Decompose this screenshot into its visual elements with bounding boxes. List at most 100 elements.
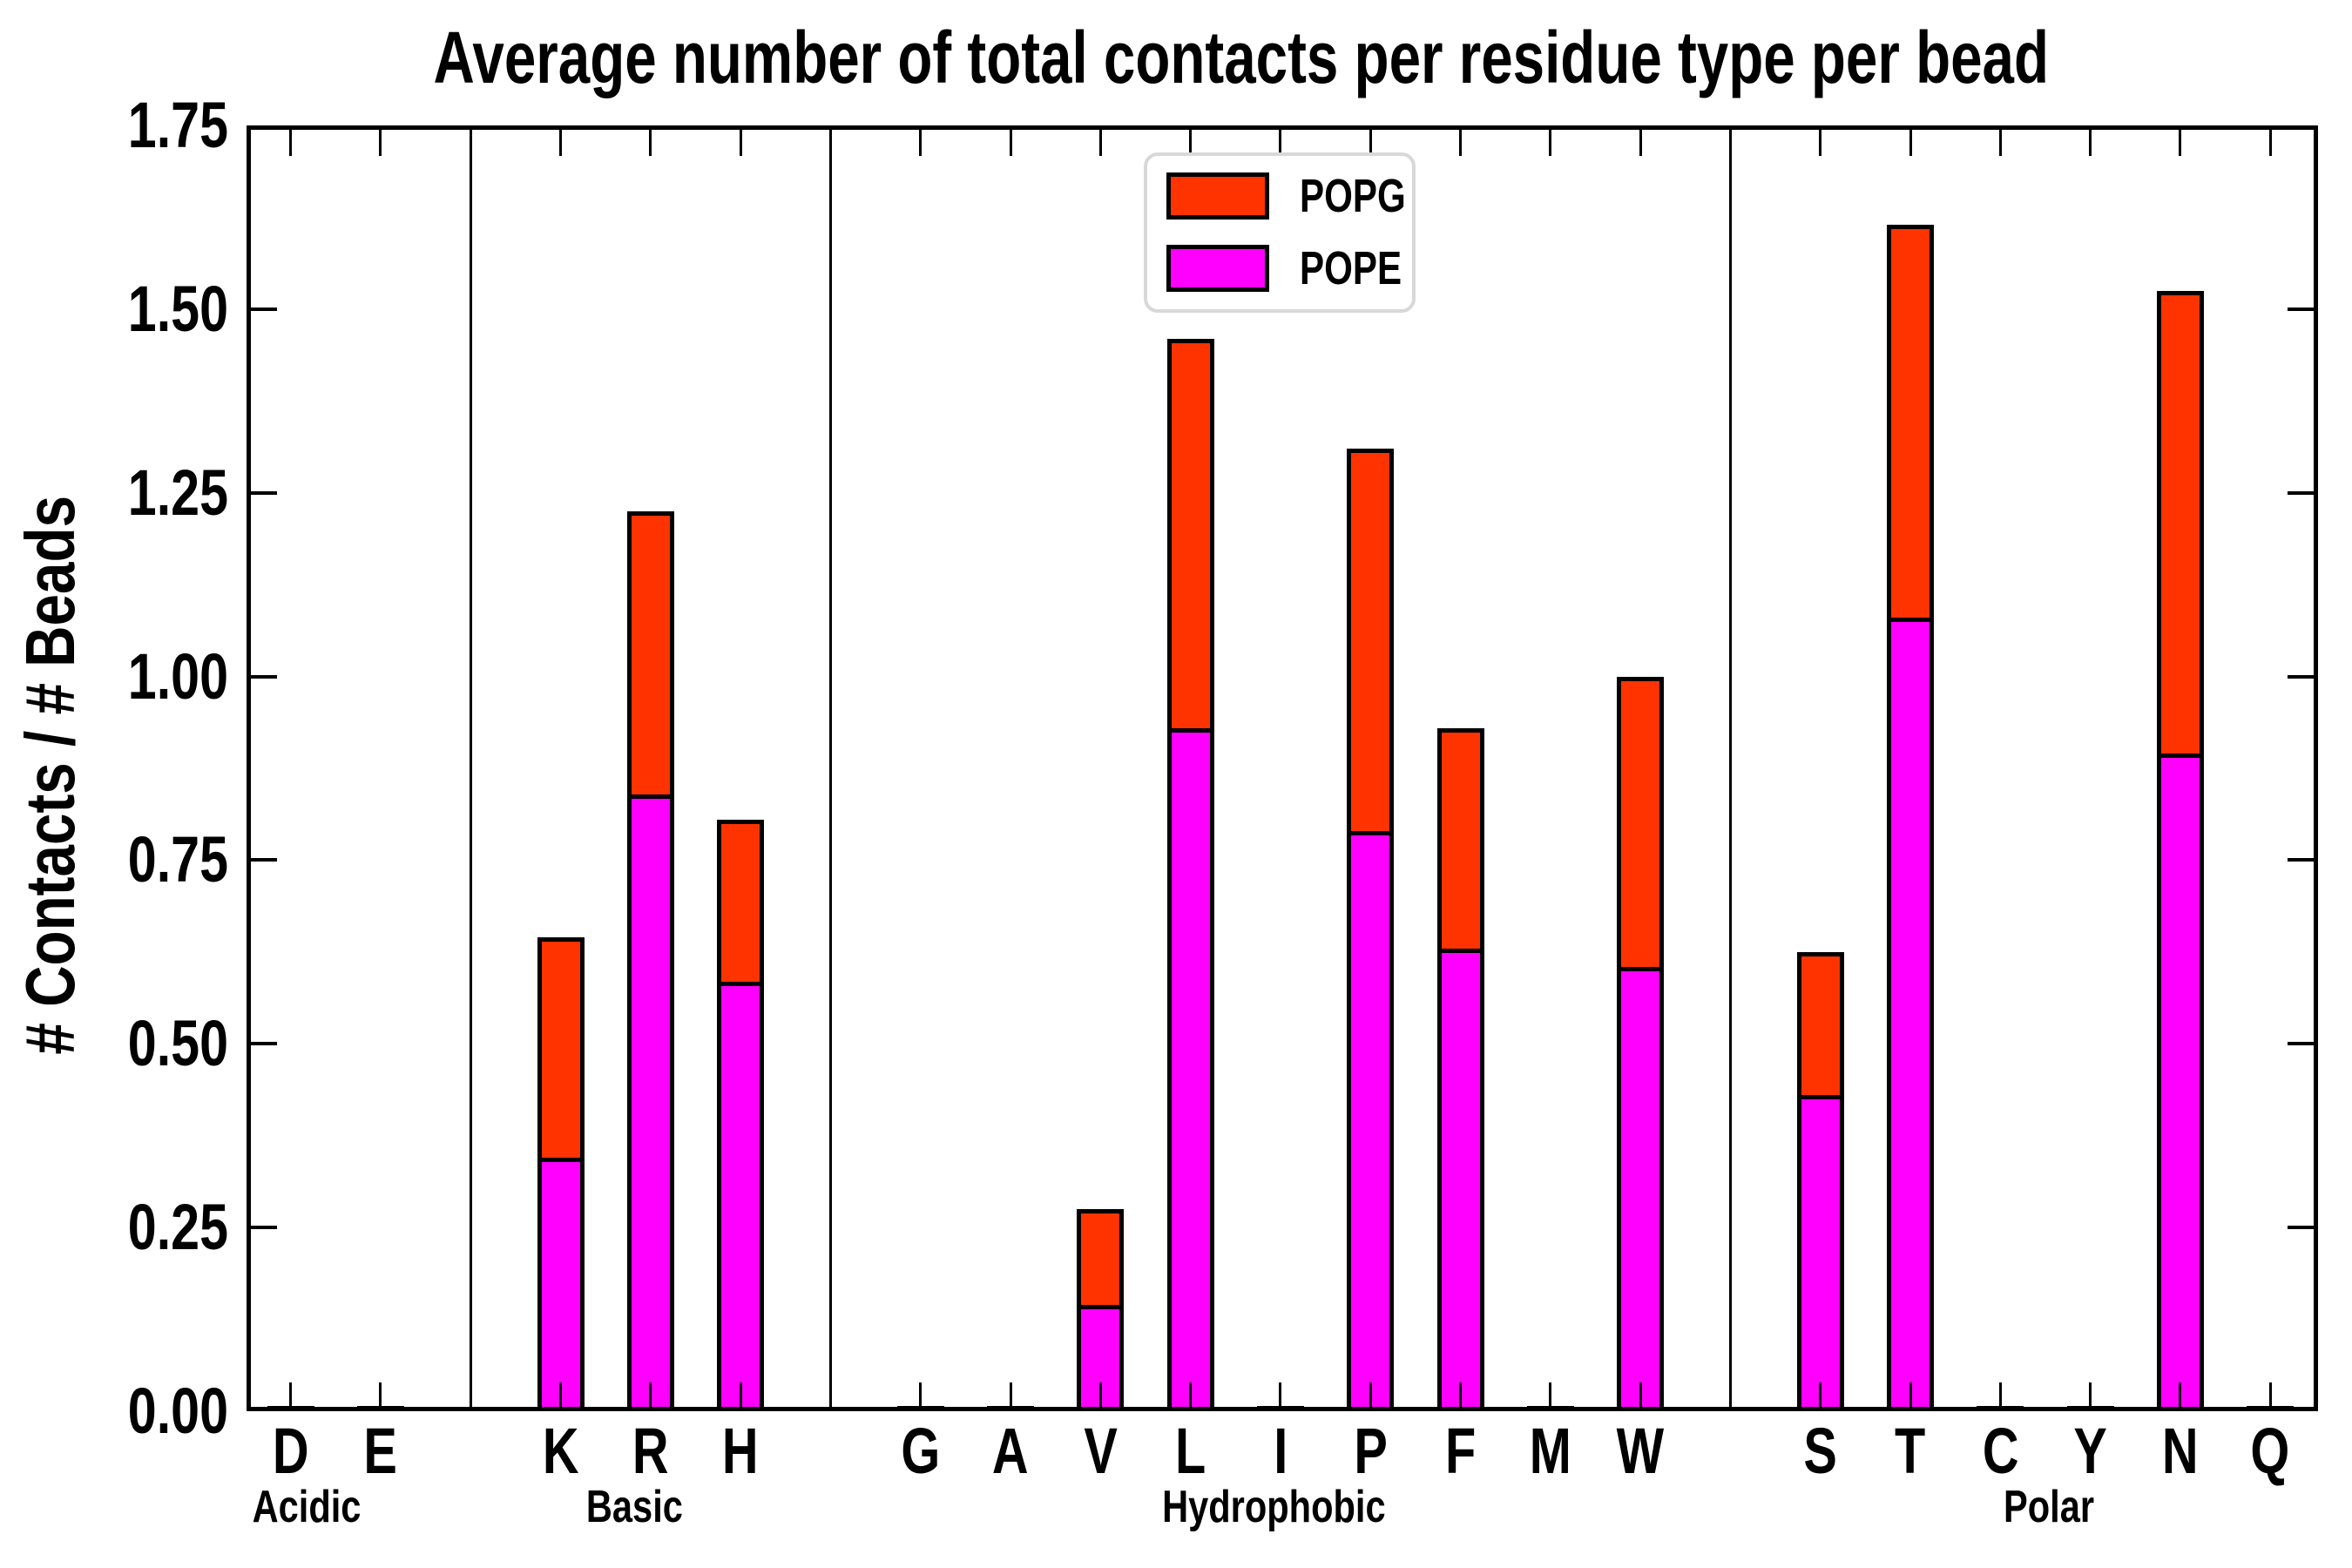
- group-label-text: Hydrophobic: [1161, 1482, 1386, 1532]
- x-tick-bottom-M: [1549, 1382, 1552, 1411]
- legend-label-popg-text: POPG: [1300, 170, 1406, 222]
- x-tick-bottom-P: [1369, 1382, 1372, 1411]
- x-tick-bottom-K: [559, 1382, 562, 1411]
- x-tick-label-G: G: [868, 1418, 973, 1484]
- x-tick-top-T: [1909, 130, 1912, 156]
- x-tick-top-N: [2179, 130, 2182, 156]
- x-tick-top-I: [1279, 130, 1282, 156]
- y-axis-label-text: # Contacts / # Beads: [11, 496, 89, 1055]
- bar-R-pope: [626, 794, 674, 1411]
- x-tick-label-T: T: [1858, 1418, 1963, 1484]
- y-tick-label-text: 0.50: [127, 1007, 228, 1080]
- y-tick-label-text: 0.75: [127, 823, 228, 896]
- x-tick-label-text: L: [1174, 1415, 1206, 1487]
- x-tick-top-S: [1819, 130, 1822, 156]
- y-tick-label-text: 1.00: [127, 639, 228, 713]
- bar-K-popg: [537, 936, 585, 1162]
- x-tick-bottom-V: [1098, 1382, 1102, 1411]
- y-tick-right: [2288, 307, 2314, 311]
- bar-K-pope: [537, 1158, 585, 1411]
- y-tick-left: [251, 490, 277, 495]
- x-tick-top-K: [559, 130, 562, 156]
- y-tick-right: [2288, 1042, 2314, 1046]
- x-tick-top-G: [919, 130, 923, 156]
- y-tick-label-text: 1.75: [127, 89, 228, 161]
- bar-W-pope: [1617, 966, 1665, 1411]
- group-label-text: Polar: [2003, 1482, 2095, 1532]
- bar-P-pope: [1347, 830, 1395, 1411]
- x-tick-label-text: R: [632, 1415, 669, 1487]
- bar-N-pope: [2156, 754, 2204, 1411]
- y-tick-label-1.75: 1.75: [0, 90, 228, 161]
- chart-title-text: Average number of total contacts per res…: [433, 17, 2050, 98]
- x-tick-label-N: N: [2128, 1418, 2233, 1484]
- x-tick-label-text: A: [992, 1415, 1029, 1487]
- y-tick-left: [251, 858, 277, 862]
- group-label-polar: Polar: [1875, 1483, 2223, 1531]
- x-tick-top-R: [649, 130, 652, 156]
- x-tick-label-H: H: [688, 1418, 793, 1484]
- bar-S-popg: [1796, 951, 1844, 1100]
- x-tick-label-text: P: [1353, 1415, 1388, 1487]
- x-tick-bottom-W: [1639, 1382, 1642, 1411]
- x-tick-label-text: Y: [2073, 1415, 2107, 1487]
- x-tick-top-F: [1459, 130, 1462, 156]
- y-tick-right: [2288, 1226, 2314, 1230]
- x-tick-label-S: S: [1768, 1418, 1873, 1484]
- x-tick-label-C: C: [1948, 1418, 2052, 1484]
- bar-V-popg: [1077, 1209, 1125, 1309]
- x-tick-label-text: N: [2162, 1415, 2199, 1487]
- x-tick-bottom-S: [1819, 1382, 1822, 1411]
- x-tick-label-V: V: [1048, 1418, 1152, 1484]
- y-tick-label-text: 0.00: [127, 1375, 228, 1447]
- x-tick-bottom-C: [1998, 1382, 2002, 1411]
- group-separator: [828, 129, 832, 1411]
- bar-P-popg: [1347, 449, 1395, 835]
- x-tick-label-text: S: [1803, 1415, 1837, 1487]
- x-tick-top-P: [1369, 130, 1372, 156]
- x-tick-top-H: [739, 130, 742, 156]
- x-tick-label-text: Q: [2250, 1415, 2290, 1487]
- x-tick-label-text: C: [1982, 1415, 2019, 1487]
- x-tick-bottom-T: [1909, 1382, 1912, 1411]
- x-tick-bottom-I: [1279, 1382, 1282, 1411]
- x-tick-top-Q: [2268, 130, 2272, 156]
- chart-title: Average number of total contacts per res…: [0, 17, 2352, 98]
- x-tick-top-M: [1549, 130, 1552, 156]
- x-tick-label-M: M: [1498, 1418, 1603, 1484]
- group-label-text: Basic: [585, 1482, 683, 1532]
- y-tick-label-text: 0.25: [127, 1191, 228, 1264]
- legend-swatch-pope: [1166, 245, 1269, 292]
- bar-F-popg: [1436, 727, 1484, 953]
- legend-label-pope: POPE: [1300, 245, 1430, 292]
- x-tick-top-W: [1639, 130, 1642, 156]
- x-tick-bottom-R: [649, 1382, 652, 1411]
- x-tick-bottom-D: [289, 1382, 293, 1411]
- x-tick-top-E: [379, 130, 382, 156]
- x-tick-bottom-L: [1189, 1382, 1193, 1411]
- x-tick-bottom-H: [739, 1382, 742, 1411]
- x-tick-label-W: W: [1588, 1418, 1693, 1484]
- y-tick-label-1.25: 1.25: [0, 456, 228, 529]
- legend-label-pope-text: POPE: [1300, 242, 1402, 294]
- group-label-basic: Basic: [460, 1483, 808, 1531]
- x-tick-label-text: D: [272, 1415, 309, 1487]
- group-label-acidic: Acidic: [132, 1483, 481, 1531]
- y-tick-left: [251, 1226, 277, 1230]
- bar-T-pope: [1887, 618, 1934, 1411]
- group-separator: [469, 129, 472, 1411]
- x-tick-label-Q: Q: [2218, 1418, 2322, 1484]
- x-tick-label-K: K: [509, 1418, 613, 1484]
- bar-L-pope: [1166, 727, 1214, 1411]
- y-tick-label-0.50: 0.50: [0, 1008, 228, 1079]
- bar-F-pope: [1436, 948, 1484, 1411]
- x-tick-label-E: E: [328, 1418, 433, 1484]
- x-tick-label-I: I: [1228, 1418, 1333, 1484]
- x-tick-top-Y: [2089, 130, 2092, 156]
- x-tick-label-F: F: [1409, 1418, 1513, 1484]
- x-tick-label-text: K: [542, 1415, 579, 1487]
- x-tick-top-C: [1998, 130, 2002, 156]
- x-tick-label-R: R: [598, 1418, 703, 1484]
- x-tick-bottom-N: [2179, 1382, 2182, 1411]
- y-tick-right: [2288, 858, 2314, 862]
